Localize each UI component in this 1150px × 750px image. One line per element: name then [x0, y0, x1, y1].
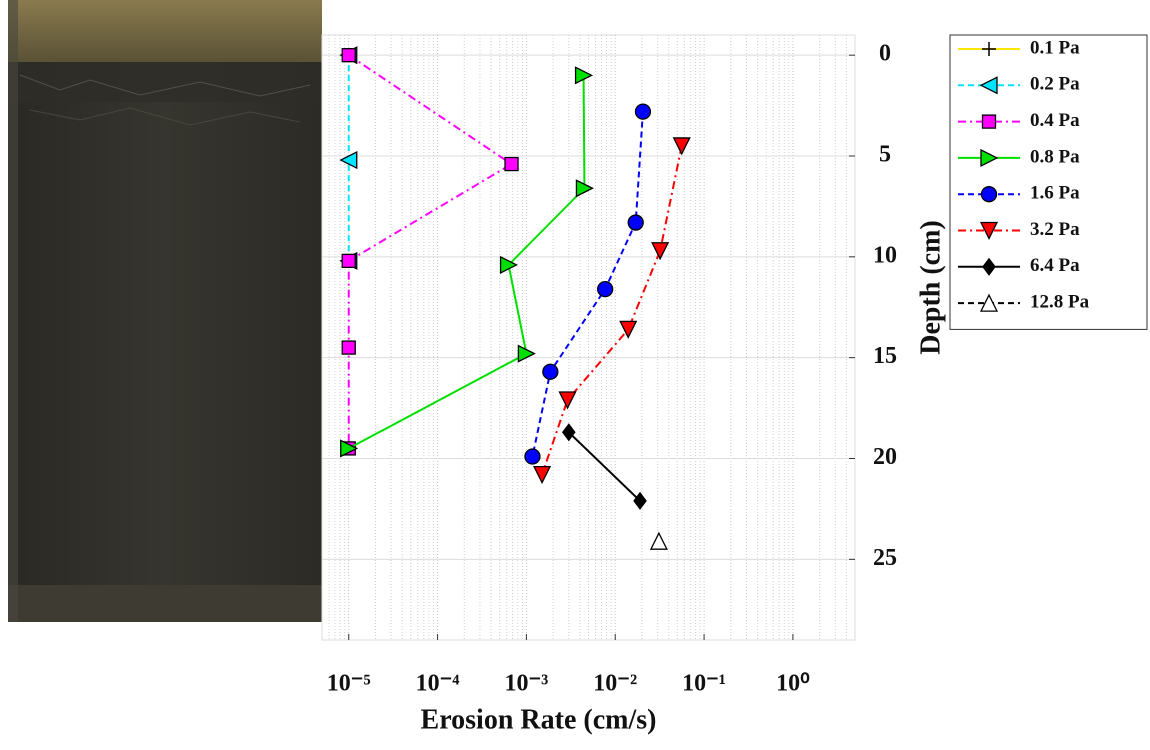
marker [499, 255, 519, 274]
y-tick-label: 15 [873, 343, 897, 369]
legend-label: 0.1 Pa [1030, 37, 1080, 58]
series-line [568, 431, 641, 502]
x-tick-label: 10⁻⁵ [327, 671, 371, 697]
marker [651, 242, 670, 261]
series-line [541, 145, 683, 475]
marker [524, 448, 541, 465]
y-axis-title: Depth (cm) [915, 220, 946, 355]
x-tick-label: 10⁻⁴ [416, 671, 460, 697]
legend-marker [979, 293, 999, 312]
x-tick-label: 10⁻¹ [682, 671, 726, 697]
marker [627, 214, 644, 231]
y-tick-label: 5 [879, 142, 891, 168]
y-tick-label: 25 [873, 545, 897, 571]
marker [341, 340, 356, 355]
legend-marker [981, 114, 997, 129]
y-tick-label: 10 [873, 242, 897, 268]
marker [340, 439, 359, 458]
marker [504, 156, 519, 172]
marker [634, 103, 652, 120]
legend-marker [982, 257, 996, 276]
legend-marker [979, 221, 999, 240]
marker [633, 491, 647, 510]
sediment-photo [8, 0, 322, 622]
x-axis-title: Erosion Rate (cm/s) [421, 704, 657, 735]
legend-marker [980, 186, 998, 203]
legend-label: 12.8 Pa [1030, 291, 1090, 312]
marker [339, 150, 358, 170]
x-tick-label: 10⁻² [593, 671, 637, 697]
legend-marker [980, 148, 999, 167]
legend-label: 0.4 Pa [1030, 110, 1080, 131]
legend-marker [982, 42, 996, 56]
marker [619, 320, 638, 339]
legend-label: 6.4 Pa [1030, 255, 1080, 276]
marker [341, 48, 356, 63]
y-tick-label: 0 [879, 41, 891, 67]
marker [542, 363, 559, 380]
marker [672, 137, 691, 156]
marker [574, 66, 594, 85]
legend-marker [979, 76, 998, 95]
x-tick-label: 10⁻³ [504, 671, 548, 697]
marker [597, 280, 614, 298]
legend-label: 0.2 Pa [1030, 74, 1080, 95]
marker [561, 423, 576, 442]
y-tick-label: 20 [873, 444, 897, 470]
legend-label: 3.2 Pa [1030, 219, 1080, 240]
marker [558, 391, 577, 410]
legend-label: 1.6 Pa [1030, 183, 1080, 204]
x-tick-label: 10⁰ [776, 671, 810, 697]
marker [575, 179, 594, 198]
marker [649, 531, 668, 550]
marker [517, 344, 536, 363]
legend-label: 0.8 Pa [1030, 146, 1080, 167]
marker [341, 253, 356, 269]
plot: 10⁻⁵ 10⁻⁴ 10⁻³ 10⁻² 10⁻¹ 10⁰ 0 5 10 15 20 25 Erosion… [321, 34, 1148, 735]
marker [532, 465, 552, 485]
